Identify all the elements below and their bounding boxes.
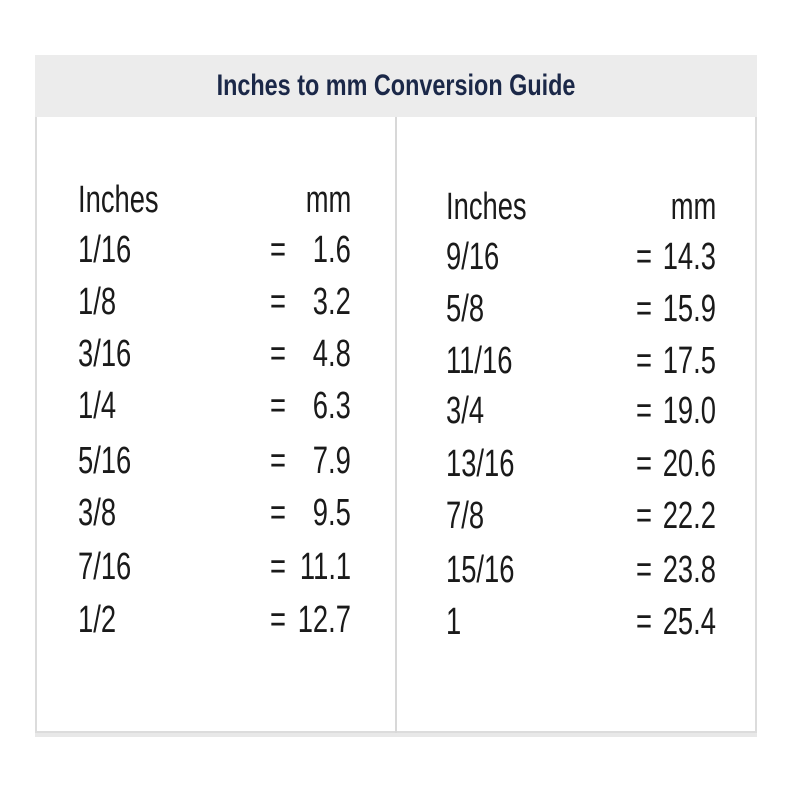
column-divider [395, 117, 397, 733]
row-inches-value: 1/2 [78, 599, 117, 641]
row-mm-value: 20.6 [662, 443, 716, 485]
row-equals-sign: = [270, 281, 286, 323]
row-equals-sign: = [636, 601, 652, 643]
row-mm-value: 19.0 [662, 390, 716, 432]
row-inches-value: 7/8 [446, 495, 485, 537]
row-inches-value: 3/16 [78, 333, 132, 375]
row-inches-value: 7/16 [78, 546, 132, 588]
row-inches-value: 1 [446, 601, 462, 643]
column-header-inches: Inches [78, 179, 159, 221]
row-equals-sign: = [270, 599, 286, 641]
row-inches-value: 5/8 [446, 288, 485, 330]
row-inches-value: 1/8 [78, 281, 117, 323]
row-inches-value: 3/8 [78, 492, 117, 534]
panel-bottom-edge [35, 733, 757, 737]
row-inches-value: 3/4 [446, 390, 485, 432]
row-equals-sign: = [636, 390, 652, 432]
row-equals-sign: = [270, 492, 286, 534]
row-mm-value: 14.3 [662, 236, 716, 278]
row-equals-sign: = [270, 546, 286, 588]
row-equals-sign: = [270, 333, 286, 375]
row-mm-value: 7.9 [312, 440, 351, 482]
table-header-bar: Inches to mm Conversion Guide [35, 55, 757, 117]
row-inches-value: 15/16 [446, 549, 515, 591]
row-mm-value: 25.4 [662, 601, 716, 643]
row-inches-value: 5/16 [78, 440, 132, 482]
row-mm-value: 3.2 [312, 281, 351, 323]
row-inches-value: 9/16 [446, 236, 500, 278]
row-mm-value: 23.8 [662, 549, 716, 591]
row-inches-value: 13/16 [446, 443, 515, 485]
row-mm-value: 22.2 [662, 495, 716, 537]
row-mm-value: 4.8 [312, 333, 351, 375]
row-mm-value: 11.1 [299, 546, 351, 588]
column-header-inches: Inches [446, 186, 527, 228]
column-header-mm: mm [305, 179, 351, 221]
row-equals-sign: = [636, 549, 652, 591]
row-equals-sign: = [270, 385, 286, 427]
row-mm-value: 17.5 [662, 340, 716, 382]
row-equals-sign: = [270, 440, 286, 482]
page-title: Inches to mm Conversion Guide [216, 69, 576, 102]
row-equals-sign: = [636, 288, 652, 330]
row-equals-sign: = [636, 495, 652, 537]
row-mm-value: 15.9 [662, 288, 716, 330]
row-mm-value: 12.7 [297, 599, 351, 641]
row-equals-sign: = [636, 236, 652, 278]
row-equals-sign: = [270, 229, 286, 271]
row-inches-value: 1/4 [78, 385, 117, 427]
row-mm-value: 9.5 [312, 492, 351, 534]
row-mm-value: 1.6 [312, 229, 351, 271]
column-header-mm: mm [670, 186, 716, 228]
row-equals-sign: = [636, 443, 652, 485]
row-mm-value: 6.3 [312, 385, 351, 427]
row-inches-value: 11/16 [446, 340, 513, 382]
row-inches-value: 1/16 [78, 229, 132, 271]
row-equals-sign: = [636, 340, 652, 382]
